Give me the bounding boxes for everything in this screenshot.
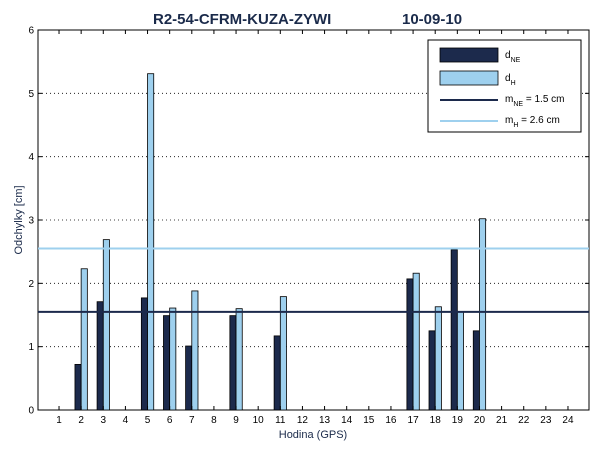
legend-swatch-d-h: [439, 70, 499, 86]
y-tick-label: 5: [28, 89, 34, 100]
x-tick-label: 9: [233, 415, 239, 426]
legend-label-m-h: mH = 2.6 cm: [505, 115, 560, 129]
x-tick-label: 11: [275, 415, 286, 426]
x-tick-label: 4: [123, 415, 129, 426]
y-tick-label: 4: [28, 152, 34, 163]
legend-label-main: d: [505, 73, 511, 84]
x-tick-label: 1: [56, 415, 62, 426]
bar-d-ne: [229, 315, 237, 411]
bar-d-ne: [96, 301, 104, 411]
y-tick-label: 3: [28, 216, 34, 227]
x-tick-label: 10: [253, 415, 265, 426]
x-tick-label: 12: [297, 415, 309, 426]
x-tick-label: 6: [167, 415, 173, 426]
bar-d-h: [235, 308, 243, 411]
x-tick-label: 7: [189, 415, 195, 426]
chart-title: R2-54-CFRM-KUZA-ZYWI: [153, 11, 331, 28]
legend-label-value: = 1.5 cm: [523, 94, 564, 105]
legend-label-subscript: NE: [513, 101, 523, 108]
bar-d-h: [191, 290, 199, 411]
legend-label-subscript: H: [513, 122, 518, 129]
bars: [74, 73, 487, 411]
y-tick-label: 2: [28, 279, 34, 290]
bar-d-ne: [450, 249, 458, 411]
bar-d-ne: [163, 315, 171, 411]
legend-label-value: = 2.6 cm: [518, 115, 559, 126]
x-tick-label: 13: [319, 415, 331, 426]
bar-d-h: [147, 73, 155, 411]
bar-d-ne: [273, 335, 281, 411]
bar-d-h: [456, 311, 464, 411]
x-tick-label: 2: [78, 415, 84, 426]
legend-label-main: m: [505, 94, 513, 105]
bar-d-h: [80, 268, 88, 411]
x-tick-label: 17: [408, 415, 420, 426]
bar-d-ne: [74, 363, 82, 411]
x-tick-label: 16: [385, 415, 397, 426]
bar-d-h: [412, 272, 420, 411]
x-tick-label: 20: [474, 415, 486, 426]
x-tick-label: 8: [211, 415, 217, 426]
reference-lines: [38, 247, 589, 313]
legend-label-main: d: [505, 50, 511, 61]
chart-date: 10-09-10: [402, 11, 462, 28]
x-tick-label: 19: [452, 415, 464, 426]
bar-d-ne: [472, 330, 480, 411]
bar-d-h: [102, 239, 110, 411]
x-tick-label: 14: [341, 415, 353, 426]
bar-d-h: [279, 296, 287, 411]
y-tick-label: 0: [28, 406, 34, 417]
bar-d-h: [434, 306, 442, 411]
x-tick-label: 3: [100, 415, 106, 426]
y-axis-label: Odchylky [cm]: [13, 185, 25, 254]
x-tick-label: 5: [145, 415, 151, 426]
x-axis-label: Hodina (GPS): [279, 429, 347, 441]
bar-d-ne: [185, 345, 193, 411]
legend-label-m-ne: mNE = 1.5 cm: [505, 94, 564, 108]
bar-d-h: [169, 307, 177, 411]
legend-label-d-ne: dNE: [505, 50, 521, 64]
legend-label-subscript: H: [511, 80, 516, 87]
legend-swatch-d-ne: [439, 47, 499, 63]
legend-label-subscript: NE: [511, 57, 521, 64]
x-tick-label: 22: [518, 415, 530, 426]
bar-d-ne: [140, 297, 148, 411]
x-tick-label: 18: [430, 415, 442, 426]
legend-label-d-h: dH: [505, 73, 516, 87]
x-tick-label: 23: [540, 415, 552, 426]
bar-d-h: [479, 218, 487, 411]
bar-d-ne: [428, 330, 436, 411]
bar-d-ne: [406, 278, 414, 411]
x-tick-label: 24: [562, 415, 574, 426]
x-tick-label: 15: [363, 415, 375, 426]
y-tick-label: 1: [28, 342, 34, 353]
x-tick-label: 21: [496, 415, 508, 426]
legend-label-main: m: [505, 115, 513, 126]
y-tick-label: 6: [28, 26, 34, 37]
